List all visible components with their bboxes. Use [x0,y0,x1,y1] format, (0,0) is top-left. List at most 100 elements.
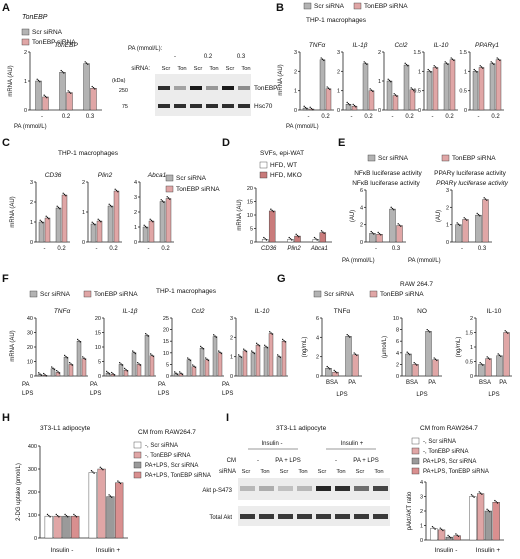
data-point [291,239,293,241]
data-point [486,356,488,358]
x-tick-label: 0.3 [392,246,401,252]
band-total-akt [354,514,369,519]
legend-scr-text: Scr siRNA [378,155,409,162]
data-point [75,516,78,518]
data-point [215,336,217,338]
data-point [66,357,69,359]
data-point [125,369,127,371]
data-point [303,105,305,108]
data-point [371,232,374,234]
data-point [36,78,38,81]
y-tick-label: 1.5 [459,50,467,56]
legend-mko-text: HFD, MKO [270,172,302,179]
data-point [56,514,59,517]
blot-lane-label: Scr [242,469,251,475]
data-point [67,90,69,92]
data-point [320,230,323,232]
x-tick-label: Plin2 [287,246,301,252]
blot-cm-value: - [257,458,259,464]
data-point [94,224,96,226]
data-point [323,59,325,62]
data-point [396,95,398,97]
y-tick-label: 20 [95,316,101,322]
x-tick-label: PA [499,380,507,386]
data-point [349,336,351,338]
bar [149,355,155,377]
y-axis-label: 2-DG uptake (pmol/L) [16,463,22,521]
legend-scr-swatch [313,290,322,298]
bar [186,359,192,377]
blot-cm-value: - [335,458,337,464]
y-tick-label: 0 [250,240,253,246]
data-point [46,513,49,516]
data-point [40,374,42,376]
data-point [150,219,153,222]
blot-pa-value: - [174,54,176,60]
data-point [60,69,62,72]
chart-title: TNFα [54,308,71,315]
bar [376,233,383,243]
band-hsc70 [222,104,234,108]
data-point [464,218,467,220]
lps-row-label: LPS [90,391,101,397]
x-tick-label: 0.2 [445,114,454,120]
y-tick-label: 0 [418,108,421,114]
panel-header: THP-1 macrophages [156,288,217,295]
data-point [326,86,328,88]
bar [425,331,432,377]
y-tick-label: 10 [27,360,33,366]
data-point [160,199,162,201]
x-tick-label: 0.3 [86,114,95,120]
bar [90,88,97,111]
x-tick-label: - [478,114,480,120]
data-point [91,221,93,223]
band-total-akt [316,514,331,519]
data-point [51,366,53,368]
data-point [87,63,89,65]
data-point [444,61,446,63]
y-tick-label: 2 [360,223,363,229]
x-tick-label: CD36 [261,246,277,252]
bar [76,341,82,377]
legend-swatch [411,457,420,465]
data-point [497,353,499,355]
data-point [61,71,64,73]
data-point [477,213,480,216]
data-point [346,101,348,104]
data-point [42,222,44,224]
data-point [490,61,492,63]
blot-lane-label: Ton [209,66,218,72]
data-point [451,58,454,60]
bar [59,72,66,111]
y-tick-label: 200 [28,490,37,496]
blot-sirna-label: siRNA [219,469,236,475]
bar [472,71,479,111]
y-tick-label: 40 [27,316,33,322]
data-point [92,87,95,89]
data-point [56,205,58,207]
panel-header: SVFs, epi-WAT [260,150,304,157]
y-tick-label: 400 [28,444,37,450]
data-point [394,94,397,96]
y-tick-label: 20 [247,186,253,192]
legend-title: CM from RAW264.7 [420,425,478,432]
bar [237,356,243,377]
panel-label: D [222,137,230,149]
data-point [398,224,401,226]
data-point [263,236,265,239]
data-point [118,481,120,483]
data-point [45,215,47,217]
data-point [39,81,41,83]
bar [496,355,503,377]
data-point [433,65,435,67]
y-tick-label: 15 [163,339,169,345]
y-tick-label: 6 [396,339,399,345]
band-tonebp [206,86,218,90]
blot-lane-label: Ton [298,469,307,475]
data-point [175,372,177,374]
data-point [366,63,368,65]
legend-ton-swatch [165,185,174,193]
data-point [214,335,216,337]
bar [503,332,510,377]
data-point [257,343,259,346]
